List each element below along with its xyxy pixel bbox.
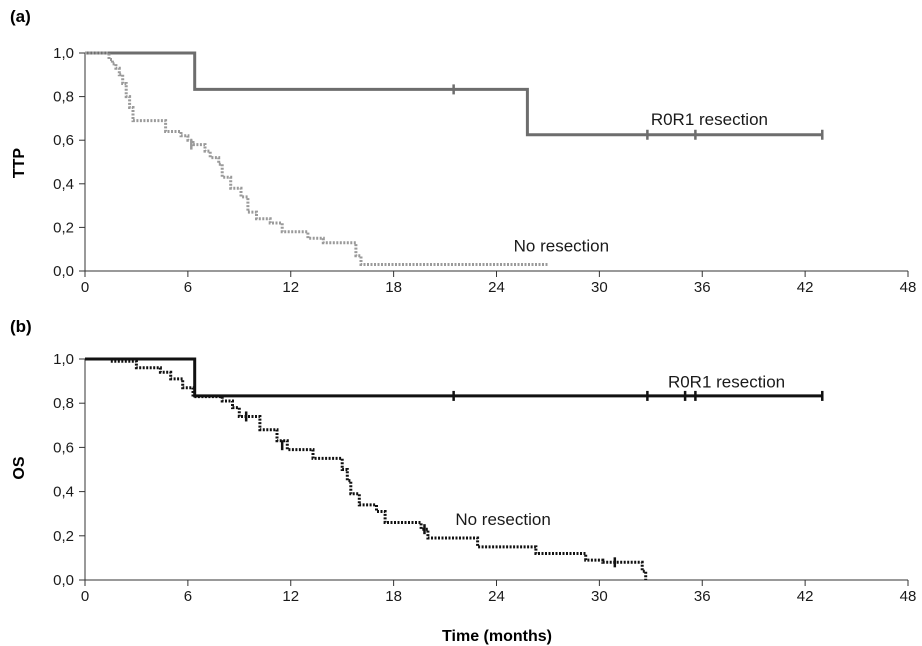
series-label: R0R1 resection bbox=[668, 373, 785, 392]
x-tick-label: 0 bbox=[81, 279, 89, 296]
y-tick-label: 0,0 bbox=[53, 263, 74, 280]
y-tick-label: 0,0 bbox=[53, 572, 74, 589]
x-tick-label: 18 bbox=[385, 279, 402, 296]
y-tick-label: 0,4 bbox=[53, 176, 74, 193]
series-label: No resection bbox=[455, 510, 550, 529]
x-tick-label: 24 bbox=[488, 588, 505, 605]
y-tick-label: 0,4 bbox=[53, 484, 74, 501]
panel-b-label: (b) bbox=[10, 317, 32, 336]
x-tick-label: 18 bbox=[385, 588, 402, 605]
x-tick-label: 42 bbox=[797, 279, 814, 296]
x-tick-label: 0 bbox=[81, 588, 89, 605]
x-tick-label: 6 bbox=[184, 279, 192, 296]
x-tick-label: 30 bbox=[591, 588, 608, 605]
y-tick-label: 0,2 bbox=[53, 528, 74, 545]
y-tick-label: 0,6 bbox=[53, 439, 74, 456]
x-tick-label: 24 bbox=[488, 279, 505, 296]
y-tick-label: 1,0 bbox=[53, 45, 74, 62]
series-line-resection bbox=[85, 357, 823, 398]
x-tick-label: 42 bbox=[797, 588, 814, 605]
os-panel: (b) OS Time (months) 0,0 0,2 0,4 0,6 0,8 1,0 0… bbox=[10, 317, 916, 645]
x-tick-label: 36 bbox=[694, 279, 711, 296]
x-tick-label: 6 bbox=[184, 588, 192, 605]
x-tick-label: 30 bbox=[591, 279, 608, 296]
series-label: No resection bbox=[514, 236, 609, 255]
y-tick-label: 1,0 bbox=[53, 351, 74, 368]
panel-a-y-axis-title: TTP bbox=[11, 148, 28, 179]
y-tick-label: 0,8 bbox=[53, 89, 74, 106]
x-tick-label: 48 bbox=[900, 588, 917, 605]
panel-b-y-axis-title: OS bbox=[11, 456, 28, 479]
x-axis-title: Time (months) bbox=[442, 628, 552, 645]
x-tick-label: 36 bbox=[694, 588, 711, 605]
x-tick-label: 12 bbox=[282, 588, 299, 605]
x-tick-label: 48 bbox=[900, 279, 917, 296]
series-line-resection bbox=[85, 51, 823, 137]
panel-a-label: (a) bbox=[10, 7, 31, 26]
y-tick-label: 0,2 bbox=[53, 219, 74, 236]
x-tick-label: 12 bbox=[282, 279, 299, 296]
series-label: R0R1 resection bbox=[651, 110, 768, 129]
y-tick-label: 0,6 bbox=[53, 132, 74, 149]
y-tick-label: 0,8 bbox=[53, 395, 74, 412]
series-line-no-resection bbox=[85, 357, 648, 580]
series-line-no-resection bbox=[85, 51, 548, 266]
ttp-panel: (a) TTP 0,0 0,2 0,4 0,6 0,8 1,0 0 6 12 18 24 30 36 42… bbox=[10, 7, 916, 296]
